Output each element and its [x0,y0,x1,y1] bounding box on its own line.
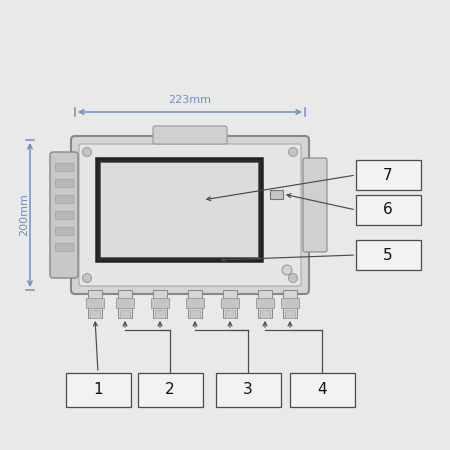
Bar [153,290,167,318]
Bar [186,298,204,308]
Bar [55,163,73,171]
Bar [190,310,200,318]
Text: 4: 4 [317,382,327,397]
Bar [88,290,102,318]
Bar [116,298,134,308]
FancyBboxPatch shape [50,152,78,278]
Bar [260,310,270,318]
Bar [151,298,169,308]
Circle shape [288,274,297,283]
Bar [96,158,262,261]
FancyBboxPatch shape [153,126,227,144]
Bar [155,310,165,318]
Text: 200mm: 200mm [19,194,29,236]
Bar [356,195,420,225]
Bar [55,179,73,187]
Bar [281,298,299,308]
Bar [55,195,73,203]
Bar [285,310,295,318]
Bar [188,290,202,318]
Text: 223mm: 223mm [168,95,212,105]
Bar [55,243,73,251]
Circle shape [82,274,91,283]
Bar [356,160,420,190]
Bar [90,310,100,318]
Bar [138,373,202,407]
Bar [223,290,237,318]
Text: 1: 1 [93,382,103,397]
Bar [289,373,355,407]
Circle shape [282,265,292,275]
Circle shape [288,148,297,157]
Bar [55,227,73,235]
Circle shape [82,148,91,157]
Bar [356,240,420,270]
Bar [258,290,272,318]
Bar [118,290,132,318]
Bar [86,298,104,308]
Bar [283,290,297,318]
Text: 7: 7 [383,167,393,183]
Bar [100,162,258,257]
Bar [256,298,274,308]
Bar [66,373,130,407]
Text: 3: 3 [243,382,253,397]
Bar [120,310,130,318]
Bar [225,310,235,318]
Bar [270,190,283,199]
Text: 6: 6 [383,202,393,217]
Bar [221,298,239,308]
FancyBboxPatch shape [71,136,309,294]
Bar [216,373,280,407]
Bar [55,211,73,219]
FancyBboxPatch shape [79,144,301,286]
Text: 5: 5 [383,248,393,262]
FancyBboxPatch shape [303,158,327,252]
Text: 2: 2 [165,382,175,397]
